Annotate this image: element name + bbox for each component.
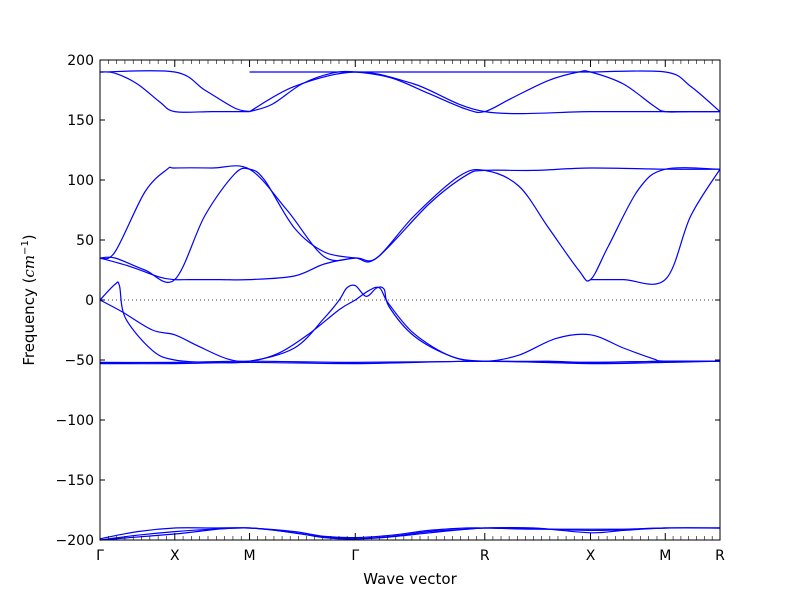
band-line-16 [99, 527, 721, 540]
y-tick-label: −100 [56, 413, 94, 429]
x-tick-label-3: M [243, 548, 255, 564]
y-tick-label: −50 [64, 353, 94, 369]
x-tick-label-1: Γ [96, 548, 104, 564]
x-tick-label-6: X [586, 548, 596, 564]
x-axis-title: Wave vector [363, 570, 457, 588]
plot-area [99, 59, 721, 541]
y-axis-title-prefix: Frequency ( [20, 278, 38, 366]
band-line-5 [590, 70, 721, 113]
x-tick-label-5: R [480, 548, 490, 564]
x-tick-label-2: X [170, 548, 180, 564]
x-tick-label-4: Γ [351, 548, 359, 564]
band-line-14 [99, 360, 721, 364]
band-line-9 [99, 167, 356, 283]
band-line-11 [99, 281, 721, 364]
y-axis-title-unit: cm [20, 255, 38, 278]
band-line-8 [99, 167, 721, 282]
y-axis-title-exponent: −1 [20, 240, 31, 255]
y-tick-label: 100 [67, 173, 94, 189]
y-axis-title-suffix: ) [20, 234, 38, 240]
band-line-13 [99, 360, 721, 365]
x-tick-label-7: M [659, 548, 671, 564]
band-lines [99, 70, 721, 541]
band-line-10 [590, 168, 721, 285]
band-line-7 [99, 165, 721, 263]
y-tick-label: 200 [67, 53, 94, 69]
band-line-2 [99, 70, 250, 113]
y-tick-label: −150 [56, 473, 94, 489]
y-axis-title: Frequency (cm−1) [20, 234, 38, 365]
x-tick-label-8: R [715, 548, 725, 564]
y-tick-label: 50 [76, 233, 94, 249]
band-line-12 [99, 286, 721, 363]
band-line-3 [249, 70, 720, 114]
y-axis-tick-labels: 200 150 100 50 0 −50 −100 −150 −200 [56, 53, 94, 549]
y-tick-label: 0 [85, 293, 94, 309]
y-tick-label: −200 [56, 533, 94, 549]
plot-frame [99, 59, 721, 541]
band-line-1 [99, 71, 250, 113]
band-line-17 [99, 527, 721, 541]
y-tick-label: 150 [67, 113, 94, 129]
band-line-4 [249, 71, 720, 115]
